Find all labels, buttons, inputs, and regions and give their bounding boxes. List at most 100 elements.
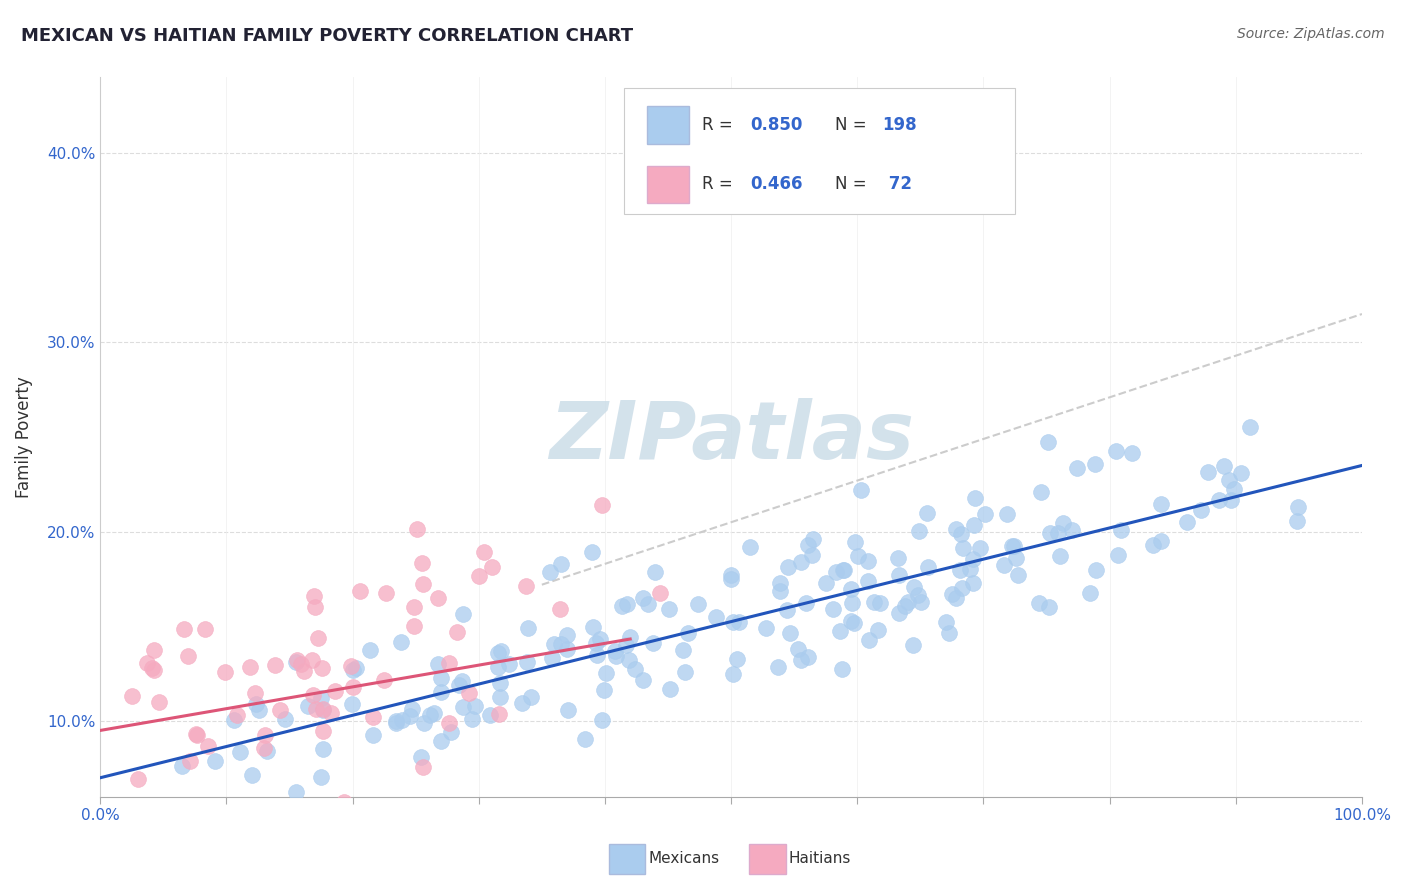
Point bbox=[177, 648, 200, 663]
Point bbox=[938, 625, 960, 640]
Point bbox=[839, 582, 862, 596]
Point bbox=[963, 518, 986, 533]
Point bbox=[1109, 523, 1132, 537]
Point bbox=[1105, 443, 1128, 458]
Point bbox=[543, 636, 565, 650]
Point bbox=[121, 689, 143, 703]
Point bbox=[344, 661, 367, 675]
Point bbox=[1121, 446, 1143, 460]
Point bbox=[907, 588, 929, 602]
Point bbox=[1078, 586, 1101, 600]
Point bbox=[821, 601, 844, 615]
Point bbox=[486, 660, 509, 674]
Point bbox=[903, 580, 925, 594]
Point bbox=[617, 653, 640, 667]
Point bbox=[825, 566, 848, 580]
Point bbox=[887, 567, 910, 582]
Point bbox=[856, 574, 879, 588]
Point bbox=[1038, 434, 1060, 449]
Point bbox=[491, 644, 513, 658]
Point bbox=[856, 554, 879, 568]
Point bbox=[794, 596, 817, 610]
Point bbox=[333, 795, 356, 809]
Text: Source: ZipAtlas.com: Source: ZipAtlas.com bbox=[1237, 27, 1385, 41]
Point bbox=[254, 728, 277, 742]
Point bbox=[374, 585, 396, 599]
Point bbox=[361, 710, 384, 724]
Point bbox=[165, 799, 187, 814]
Point bbox=[194, 622, 217, 636]
Point bbox=[1052, 516, 1074, 530]
Point bbox=[481, 559, 503, 574]
Point bbox=[869, 596, 891, 610]
Point bbox=[451, 607, 474, 622]
Point bbox=[866, 623, 889, 637]
Point bbox=[769, 584, 792, 599]
Point bbox=[304, 600, 326, 615]
Point bbox=[1286, 514, 1309, 528]
Point bbox=[790, 555, 813, 569]
Point bbox=[224, 713, 246, 727]
Point bbox=[633, 673, 655, 687]
Point bbox=[950, 582, 973, 596]
Point bbox=[1001, 539, 1024, 553]
Point bbox=[801, 533, 824, 547]
Point bbox=[309, 771, 332, 785]
Point bbox=[644, 565, 666, 579]
Point bbox=[814, 576, 837, 591]
Point bbox=[1047, 525, 1070, 540]
Point bbox=[426, 591, 449, 605]
Point bbox=[446, 799, 468, 814]
Point bbox=[446, 624, 468, 639]
Point bbox=[419, 708, 441, 723]
Point bbox=[574, 732, 596, 747]
Point bbox=[1031, 485, 1053, 500]
Point bbox=[863, 595, 886, 609]
Point bbox=[498, 657, 520, 671]
Point bbox=[127, 772, 149, 787]
Point bbox=[256, 744, 278, 758]
Point bbox=[721, 615, 744, 630]
Point bbox=[725, 652, 748, 666]
Point bbox=[287, 652, 309, 666]
Text: Haitians: Haitians bbox=[789, 852, 851, 866]
Point bbox=[312, 703, 335, 717]
Point bbox=[510, 696, 533, 710]
Point bbox=[633, 591, 655, 606]
Point bbox=[305, 702, 328, 716]
Point bbox=[406, 522, 429, 536]
Point bbox=[143, 663, 166, 677]
Point bbox=[1007, 567, 1029, 582]
Point bbox=[974, 507, 997, 521]
Point bbox=[183, 799, 205, 814]
Point bbox=[285, 785, 308, 799]
Point bbox=[173, 622, 195, 636]
Point bbox=[214, 665, 236, 679]
Point bbox=[619, 630, 641, 644]
Point bbox=[457, 686, 479, 700]
Point bbox=[385, 714, 408, 728]
Text: Mexicans: Mexicans bbox=[648, 852, 720, 866]
Point bbox=[740, 540, 762, 554]
Point bbox=[447, 678, 470, 692]
Point bbox=[605, 648, 627, 663]
Point bbox=[321, 706, 343, 720]
Point bbox=[648, 586, 671, 600]
Point bbox=[225, 708, 247, 723]
Point bbox=[945, 522, 967, 536]
Point bbox=[1208, 492, 1230, 507]
Point bbox=[301, 653, 323, 667]
Point bbox=[589, 632, 612, 646]
Point bbox=[389, 634, 412, 648]
Point bbox=[1066, 461, 1088, 475]
Point bbox=[581, 545, 603, 559]
Point bbox=[1239, 420, 1261, 434]
Point bbox=[186, 728, 208, 742]
Point bbox=[142, 799, 165, 814]
Point bbox=[423, 706, 446, 720]
Point bbox=[238, 659, 260, 673]
Point bbox=[1220, 493, 1243, 508]
Point bbox=[332, 799, 354, 814]
Point bbox=[247, 703, 270, 717]
Point bbox=[342, 680, 364, 694]
